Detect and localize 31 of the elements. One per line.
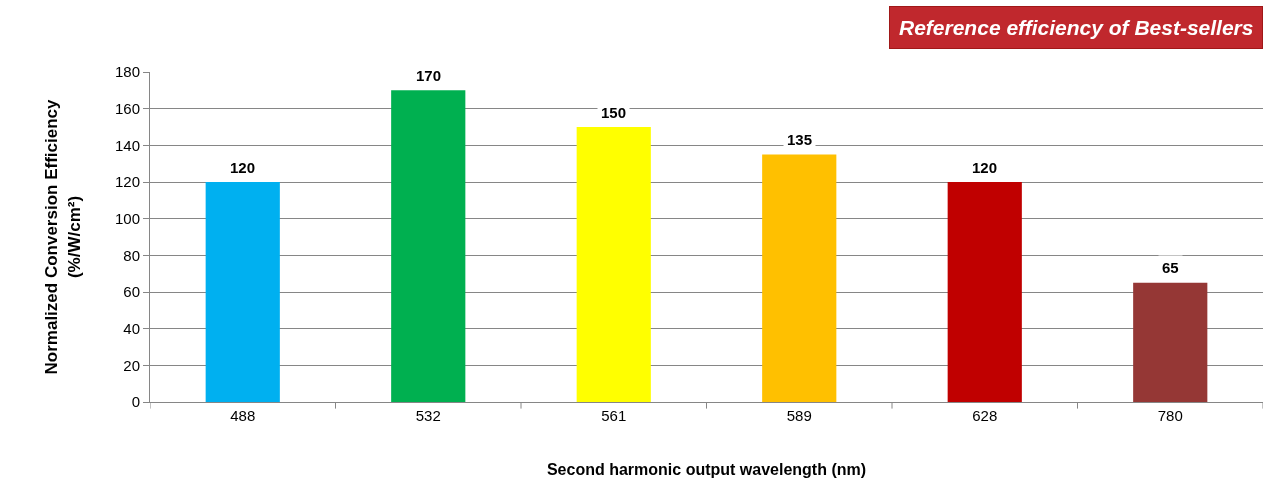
y-tick-label: 40 [123,319,140,337]
x-tick-label: 561 [601,407,627,424]
y-tick-label: 180 [114,63,140,81]
data-label: 170 [416,67,442,84]
x-tick-label: 628 [972,407,998,424]
data-label: 150 [601,104,627,121]
y-tick-label: 160 [114,99,140,117]
y-tick-label: 60 [123,283,140,301]
x-axis-title: Second harmonic output wavelength (nm) [546,460,867,478]
data-label: 65 [1162,259,1179,276]
chart-title: Reference efficiency of Best-sellers [899,16,1254,39]
y-tick-label: 0 [131,393,140,411]
y-tick-label: 140 [114,136,140,154]
x-tick-label: 589 [786,407,812,424]
y-tick-label: 80 [123,246,140,264]
bar [576,127,651,402]
x-tick-label: 780 [1157,407,1183,424]
y-tick-label: 100 [114,209,140,227]
y-tick-label: 20 [123,356,140,374]
data-label: 120 [230,159,256,176]
y-axis-title: Normalized Conversion Efficiency (%/W/cm²) [42,99,84,375]
bar [205,182,280,402]
x-tick-label: 532 [415,407,441,424]
bar [947,182,1022,402]
bar [1133,282,1208,402]
bar [391,90,466,402]
y-tick-label: 120 [114,173,140,191]
data-label: 135 [787,131,813,148]
data-label: 120 [972,159,998,176]
x-tick-label: 488 [230,407,256,424]
bar [762,154,837,402]
